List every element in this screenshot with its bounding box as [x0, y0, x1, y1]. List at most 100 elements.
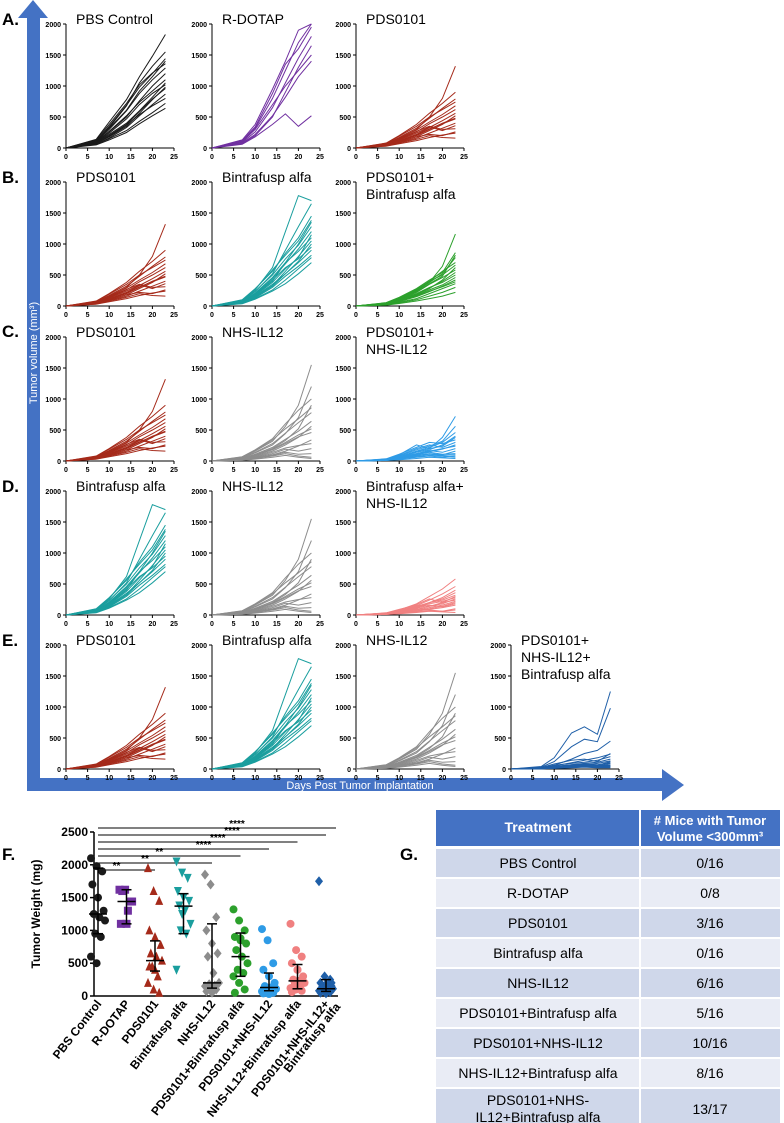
y-tick-label: 500: [494, 736, 506, 743]
panel-title: NHS-IL12: [366, 632, 428, 648]
y-tick-label: 2000: [191, 180, 207, 187]
x-tick-label: 25: [170, 312, 178, 319]
series-line: [65, 552, 166, 616]
y-tick-label: 0: [502, 767, 506, 774]
y-tick-label: 1000: [335, 551, 351, 558]
y-tick-label: 500: [49, 428, 61, 435]
x-tick-label: 20: [295, 467, 303, 474]
x-tick-label: 20: [149, 154, 157, 161]
y-tick-label: 1500: [45, 520, 61, 527]
series-line: [355, 720, 456, 770]
axes-arrows: Tumor volume (mm³) Days Post Tumor Implan…: [18, 0, 684, 801]
panel-title: PDS0101+: [521, 632, 589, 648]
series-line: [65, 529, 166, 616]
data-point: [297, 986, 306, 995]
series-line: [211, 443, 312, 462]
series-line: [355, 454, 456, 462]
series-line: [65, 430, 166, 462]
series-line: [65, 107, 166, 149]
y-tick-label: 0: [347, 146, 351, 153]
x-tick-label: 0: [64, 467, 68, 474]
x-tick-label: 0: [354, 154, 358, 161]
f-y-tick-label: 0: [81, 989, 88, 1003]
data-point: [265, 990, 273, 999]
data-point: [206, 879, 215, 890]
line-panel: Bintrafusp alfa 0 500 1000 1500 2000 0 5 10 15 20 2…: [191, 632, 324, 782]
f-y-tick-label: 1500: [61, 891, 88, 905]
y-tick-label: 500: [49, 736, 61, 743]
y-tick-label: 500: [195, 736, 207, 743]
series-line: [65, 535, 166, 616]
data-point: [87, 952, 95, 961]
series-line: [211, 428, 312, 462]
x-tick-label: 10: [105, 775, 113, 782]
table-row: [436, 848, 780, 878]
significance-label: **: [155, 847, 163, 858]
series-line: [65, 753, 166, 770]
x-tick-label: 0: [210, 621, 214, 628]
y-tick-label: 1000: [490, 705, 506, 712]
y-tick-label: 1500: [335, 211, 351, 218]
series-line: [211, 113, 312, 149]
series-line: [355, 132, 456, 149]
x-tick-label: 0: [210, 775, 214, 782]
y-tick-label: 0: [203, 767, 207, 774]
data-point: [209, 968, 218, 979]
y-tick-label: 2000: [191, 489, 207, 496]
y-tick-label: 1000: [191, 551, 207, 558]
series-line: [211, 407, 312, 462]
x-tick-label: 5: [86, 621, 90, 628]
y-tick-label: 500: [195, 273, 207, 280]
line-panel: PDS0101 0 500 1000 1500 2000 0 5 10 15 20 25: [335, 11, 468, 161]
x-arrow-shaft: [27, 778, 667, 791]
line-panel: PBS Control 0 500 1000 1500 2000 0 5 10 15 20 25: [45, 11, 178, 161]
table-cell: PDS0101+NHS-IL12: [473, 1035, 603, 1051]
x-tick-label: 15: [127, 467, 135, 474]
data-point: [123, 906, 132, 915]
y-tick-label: 1000: [191, 397, 207, 404]
series-line: [211, 697, 312, 770]
table-header: [436, 810, 780, 846]
data-point: [269, 959, 278, 968]
data-point: [212, 912, 221, 923]
data-point: [151, 931, 159, 941]
line-panel: Bintrafusp alfa+NHS-IL12 0 500 1000 1500 2000…: [335, 478, 468, 628]
x-tick-label: 0: [354, 775, 358, 782]
table-cell: 3/16: [696, 915, 723, 931]
panel-letter: E.: [2, 631, 18, 650]
significance-label: ****: [224, 826, 240, 837]
series-line: [211, 54, 312, 149]
x-tick-label: 10: [105, 621, 113, 628]
f-y-tick-label: 2500: [61, 825, 88, 839]
data-point: [155, 987, 164, 997]
y-tick-label: 500: [195, 428, 207, 435]
y-tick-label: 1500: [335, 366, 351, 373]
table-cell: 6/16: [696, 975, 723, 991]
x-axis-title: Days Post Tumor Implantation: [286, 780, 433, 792]
table-cell: NHS-IL12: [507, 975, 569, 991]
series-line: [211, 683, 312, 770]
table-row: [436, 908, 780, 938]
y-tick-label: 500: [339, 736, 351, 743]
data-point: [96, 932, 105, 941]
x-tick-label: 10: [550, 775, 558, 782]
table-cell: R-DOTAP: [507, 885, 569, 901]
table-cell: PDS0101: [508, 915, 568, 931]
data-point: [258, 925, 266, 934]
table-row: [436, 878, 780, 908]
y-tick-label: 1000: [45, 397, 61, 404]
y-tick-label: 500: [195, 115, 207, 122]
series-line: [65, 431, 166, 462]
y-tick-label: 2000: [45, 643, 61, 650]
x-tick-label: 25: [316, 154, 324, 161]
y-tick-label: 1000: [45, 242, 61, 249]
table-cell: 13/17: [692, 1101, 727, 1117]
y-tick-label: 1500: [191, 366, 207, 373]
y-tick-label: 1000: [191, 84, 207, 91]
data-point: [286, 919, 295, 928]
data-point: [202, 986, 211, 997]
y-tick-label: 500: [49, 115, 61, 122]
series-line: [211, 608, 312, 616]
